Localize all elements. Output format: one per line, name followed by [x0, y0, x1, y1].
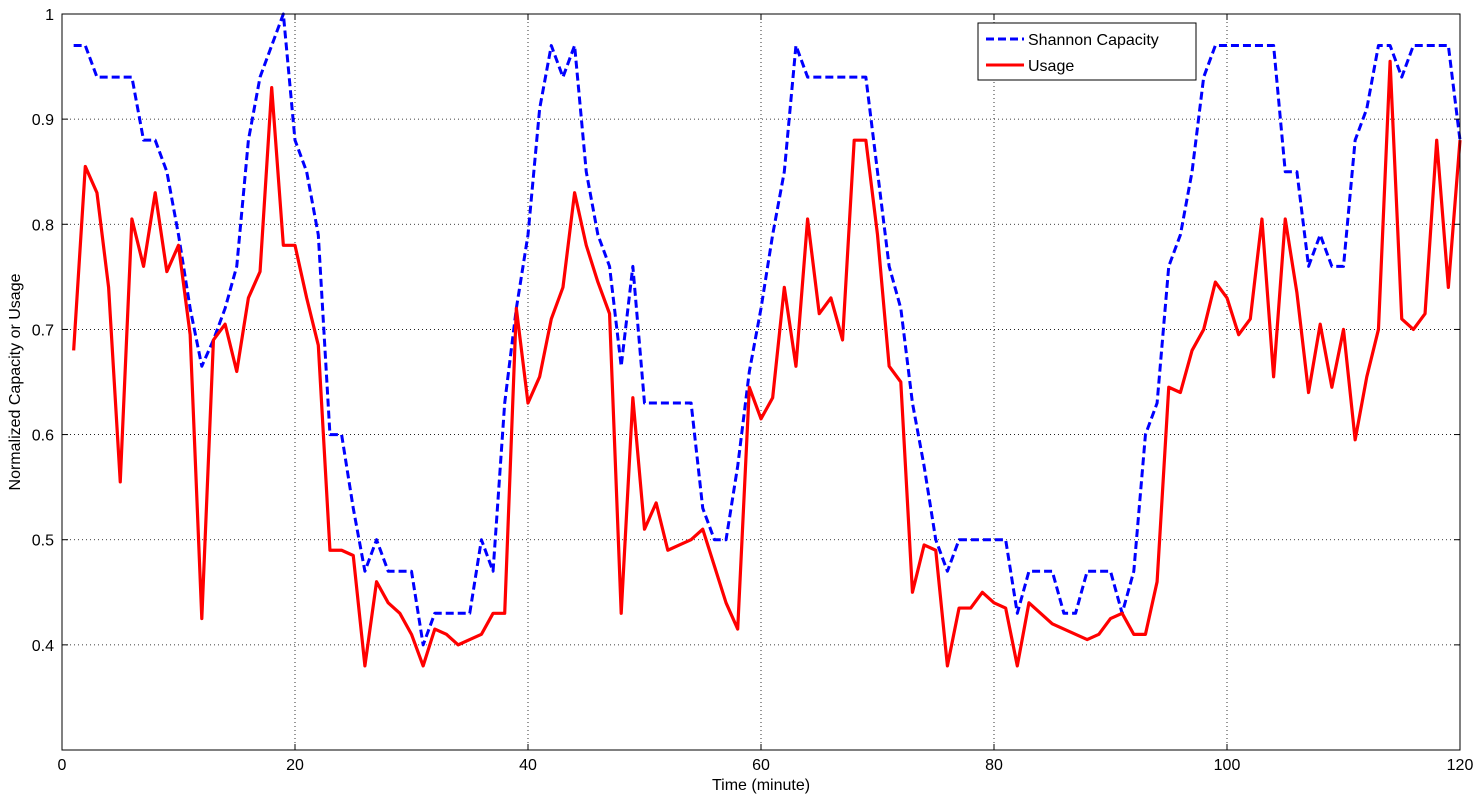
- axis-ticks: 0 20 40 60 80 100 120 0.4 0.5 0.6 0.7 0.8 0.9 1: [32, 7, 1474, 774]
- x-tick-label: 120: [1447, 757, 1474, 774]
- series-line-shannon-capacity: [73, 12, 1462, 647]
- x-tick-label: 60: [752, 757, 770, 774]
- series-line-usage: [72, 59, 1462, 668]
- legend-box: [977, 22, 1197, 81]
- x-tick-label: 20: [286, 757, 304, 774]
- x-tick-label: 40: [519, 757, 537, 774]
- x-tick-label: 0: [58, 757, 67, 774]
- x-tick-label: 80: [985, 757, 1003, 774]
- x-tick-label: 100: [1214, 757, 1241, 774]
- y-tick-label: 0.8: [32, 217, 54, 234]
- grid-lines: [62, 14, 1460, 750]
- y-axis-label: Normalized Capacity or Usage: [7, 273, 24, 490]
- x-axis-label: Time (minute): [712, 777, 810, 794]
- y-tick-label: 0.5: [32, 533, 54, 550]
- legend: Shannon Capacity Usage: [977, 22, 1197, 81]
- legend-label-shannon-capacity: Shannon Capacity: [1028, 32, 1159, 49]
- legend-label-usage: Usage: [1028, 58, 1074, 75]
- y-tick-label: 0.4: [32, 638, 54, 655]
- y-tick-label: 0.6: [32, 428, 54, 445]
- y-tick-label: 0.7: [32, 322, 54, 339]
- y-tick-label: 0.9: [32, 112, 54, 129]
- y-tick-label: 1: [45, 7, 54, 24]
- series-layer: [72, 12, 1462, 668]
